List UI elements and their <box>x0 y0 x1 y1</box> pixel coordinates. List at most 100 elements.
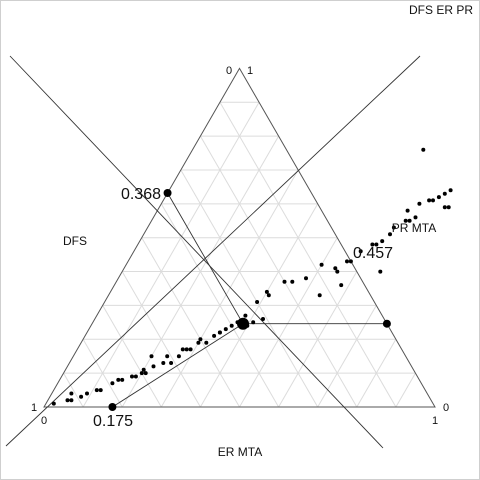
annotation-markers <box>108 188 391 411</box>
grid-line-dfs <box>121 271 201 408</box>
data-point <box>261 317 265 321</box>
data-point <box>69 391 74 396</box>
data-point <box>442 205 447 210</box>
data-point <box>165 354 170 359</box>
corner-tick-top-left: 0 <box>226 65 232 77</box>
data-point <box>417 201 422 206</box>
data-point <box>79 394 84 399</box>
grid-line-er <box>82 101 260 408</box>
grid-line-dfs <box>102 305 162 408</box>
annotation-pr-value: 0.457 <box>353 245 393 262</box>
data-point <box>421 147 426 152</box>
data-point <box>161 361 166 365</box>
annotation-dfs-value: 0.368 <box>121 186 161 203</box>
ref-line-er <box>112 323 244 408</box>
data-point <box>403 218 408 223</box>
data-point <box>335 269 340 274</box>
data-point <box>85 391 89 396</box>
data-point <box>110 381 115 386</box>
data-point <box>446 205 451 210</box>
data-point <box>139 371 144 376</box>
data-point <box>345 259 349 264</box>
data-point <box>333 266 338 271</box>
data-point <box>317 293 322 298</box>
data-point <box>266 293 271 298</box>
marker-pr <box>382 319 391 328</box>
corner-tick-bottom-left-outer: 1 <box>31 402 37 414</box>
grid-line-dfs <box>82 339 123 408</box>
data-point <box>264 289 269 294</box>
chart-title: DFS ER PR <box>409 3 473 17</box>
data-point <box>184 347 189 352</box>
data-point <box>212 333 217 338</box>
data-point <box>378 269 383 274</box>
axis-label-dfs: DFS <box>63 234 87 248</box>
axis-label-er-mta: ER MTA <box>218 445 262 459</box>
data-point <box>143 371 148 376</box>
center-point-marker <box>237 317 250 330</box>
data-point <box>380 239 385 244</box>
diagonal-line-2 <box>5 55 421 447</box>
data-point <box>120 377 125 382</box>
data-point <box>130 374 134 379</box>
data-point <box>243 313 248 318</box>
grid-line-dfs <box>180 169 319 408</box>
diagonal-line-1 <box>9 55 384 449</box>
data-point <box>391 225 396 230</box>
data-point <box>370 242 375 247</box>
marker-er <box>108 403 117 411</box>
data-point <box>374 242 379 247</box>
data-point <box>151 364 156 369</box>
data-point <box>413 215 418 220</box>
data-point <box>348 259 353 264</box>
data-point <box>436 195 441 200</box>
data-point <box>180 347 185 352</box>
grid-line-er <box>160 169 299 408</box>
data-point <box>198 337 203 342</box>
data-point <box>204 340 209 345</box>
data-point <box>251 320 256 325</box>
data-point <box>223 327 228 332</box>
grid-line-dfs <box>141 237 240 408</box>
corner-tick-top-right: 1 <box>247 65 253 77</box>
data-point <box>149 354 154 359</box>
data-points <box>51 147 453 406</box>
data-point <box>405 208 410 213</box>
data-point <box>427 198 432 203</box>
data-point <box>407 218 412 223</box>
ternary-grid <box>63 101 416 408</box>
data-point <box>94 388 99 393</box>
axis-label-pr-mta: PR MTA <box>392 221 436 235</box>
data-point <box>319 262 324 267</box>
data-point <box>98 388 103 393</box>
data-point <box>282 279 287 284</box>
data-point <box>255 300 260 304</box>
data-point <box>116 377 121 382</box>
grid-line-er <box>395 372 416 408</box>
marker-dfs <box>163 188 172 197</box>
data-point <box>388 232 392 237</box>
data-point <box>448 188 453 193</box>
reference-lines <box>5 55 421 449</box>
data-point <box>431 198 435 203</box>
data-point <box>304 276 308 281</box>
data-point <box>217 330 222 335</box>
data-point <box>141 367 146 372</box>
data-point <box>133 374 138 379</box>
grid-line-dfs <box>219 101 397 408</box>
grid-line-er <box>356 339 397 408</box>
data-point <box>358 249 363 254</box>
data-point <box>51 401 56 406</box>
annotation-er-value: 0.175 <box>93 413 133 430</box>
grid-line-er <box>278 271 358 408</box>
data-point <box>196 340 201 345</box>
corner-tick-bottom-right-inner: 1 <box>432 415 438 427</box>
data-point <box>339 283 344 288</box>
grid-line-dfs <box>63 372 84 408</box>
ternary-triangle <box>43 67 436 408</box>
data-point <box>229 323 234 328</box>
data-point <box>176 354 181 359</box>
data-point <box>290 279 295 284</box>
data-point <box>65 398 70 403</box>
